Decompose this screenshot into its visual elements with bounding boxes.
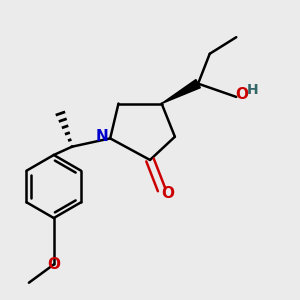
Text: N: N — [95, 129, 108, 144]
Text: O: O — [236, 87, 249, 102]
Polygon shape — [162, 80, 200, 103]
Text: O: O — [47, 257, 60, 272]
Text: H: H — [246, 82, 258, 97]
Text: O: O — [161, 186, 174, 201]
